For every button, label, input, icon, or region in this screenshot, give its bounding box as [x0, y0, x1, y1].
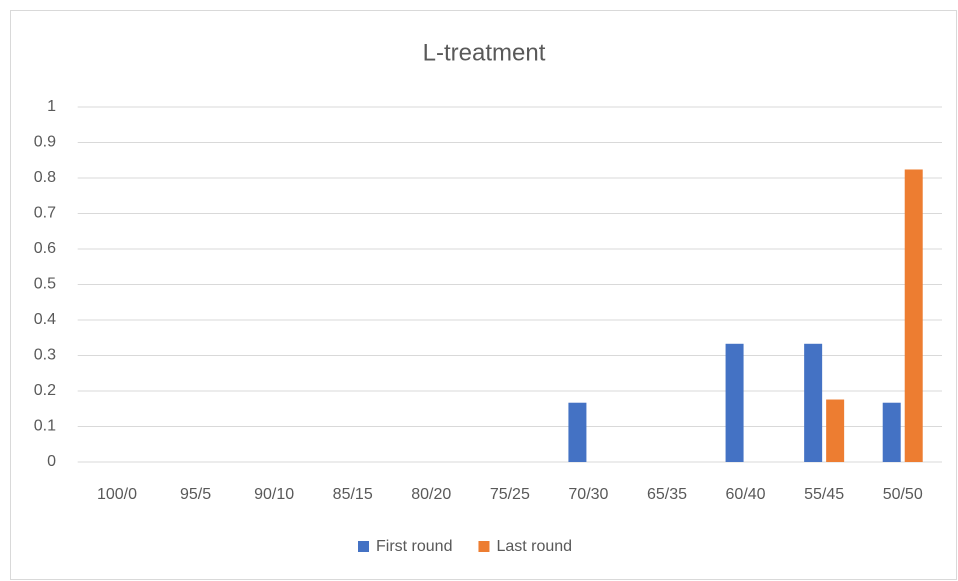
bar [568, 402, 587, 462]
x-tick-label: 55/45 [804, 486, 844, 503]
legend-label: First round [376, 538, 452, 555]
y-tick-label: 0 [47, 453, 56, 470]
y-tick-label: 0.9 [34, 134, 56, 151]
bar [804, 343, 823, 462]
x-tick-label: 90/10 [254, 486, 294, 503]
y-tick-label: 0.3 [34, 347, 56, 364]
legend-swatch [478, 541, 490, 552]
x-tick-label: 75/25 [490, 486, 530, 503]
x-tick-label: 80/20 [411, 486, 451, 503]
y-tick-label: 0.8 [34, 169, 56, 186]
y-tick-label: 0.4 [34, 311, 56, 328]
x-tick-label: 70/30 [568, 486, 608, 503]
bar [904, 169, 923, 463]
chart-border [10, 10, 957, 580]
legend-swatch [358, 541, 369, 552]
y-tick-label: 0.7 [34, 205, 56, 222]
y-tick-label: 0.6 [34, 240, 56, 257]
y-tick-label: 0.1 [34, 418, 56, 435]
x-tick-label: 65/35 [647, 486, 687, 503]
x-tick-label: 50/50 [883, 486, 923, 503]
legend-label: Last round [496, 538, 572, 555]
y-tick-label: 0.2 [34, 382, 56, 399]
x-tick-label: 100/0 [97, 486, 137, 503]
x-tick-label: 60/40 [726, 486, 766, 503]
chart-title: L-treatment [423, 39, 546, 66]
bar [882, 402, 901, 462]
bar [826, 399, 845, 462]
y-tick-label: 0.5 [34, 276, 56, 293]
x-tick-label: 85/15 [333, 486, 373, 503]
bar [725, 343, 744, 462]
x-tick-label: 95/5 [180, 486, 211, 503]
y-tick-label: 1 [47, 98, 56, 115]
